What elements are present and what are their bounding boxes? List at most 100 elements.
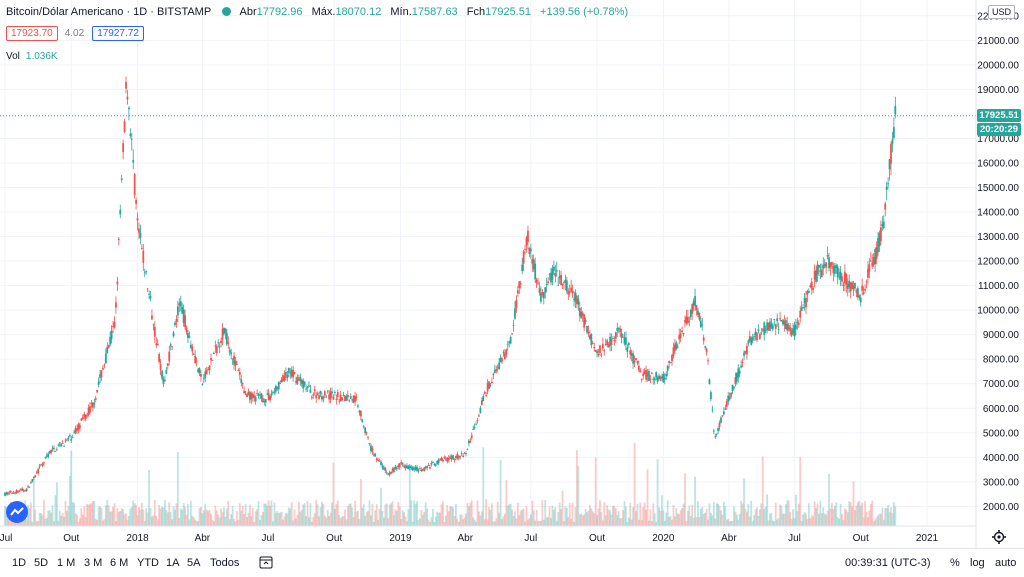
candle-body xyxy=(387,473,390,475)
volume-bar xyxy=(747,504,750,526)
candle-body xyxy=(312,394,315,396)
candle-body xyxy=(257,394,260,396)
candle-body xyxy=(789,327,792,332)
candle-body xyxy=(394,467,397,470)
candle-body xyxy=(263,401,266,403)
candle-body xyxy=(797,322,800,325)
candle-body xyxy=(717,428,720,432)
candle-body xyxy=(9,491,12,493)
volume-bar xyxy=(885,508,888,526)
volume-bar xyxy=(204,503,207,526)
volume-bar xyxy=(545,517,548,526)
candle-body xyxy=(40,464,42,466)
volume-bar xyxy=(274,512,277,526)
volume-bar xyxy=(812,516,815,526)
time-tick-label: Jul xyxy=(0,533,12,544)
settings-icon[interactable] xyxy=(992,530,1006,544)
volume-bar xyxy=(591,511,594,526)
range-1m-button[interactable]: 1 M xyxy=(57,557,76,569)
volume-bar xyxy=(832,509,835,526)
candle-body xyxy=(606,340,609,345)
range-1y-button[interactable]: 1A xyxy=(166,557,180,569)
volume-bar xyxy=(334,508,336,526)
buy-price-button[interactable]: 17927.72 xyxy=(92,26,144,41)
candle-body xyxy=(694,296,696,307)
volume-bar xyxy=(843,508,846,526)
volume-bar xyxy=(449,506,452,526)
candle-body xyxy=(744,350,747,353)
volume-bar xyxy=(424,502,427,526)
range-all-button[interactable]: Todos xyxy=(210,557,240,569)
range-6m-button[interactable]: 6 M xyxy=(110,557,129,569)
candle-body xyxy=(322,396,325,400)
percent-scale-button[interactable]: % xyxy=(950,557,960,569)
candle-body xyxy=(813,270,816,280)
candle-body xyxy=(826,255,829,257)
clock-time[interactable]: 00:39:31 (UTC-3) xyxy=(845,557,931,569)
candle-body xyxy=(627,343,630,346)
candle-body xyxy=(247,391,250,396)
volume-bar xyxy=(354,500,356,526)
symbol-title[interactable]: Bitcoin/Dólar Americano · 1D · BITSTAMP xyxy=(6,6,211,18)
candle-body xyxy=(109,336,112,345)
volume-bar xyxy=(70,450,73,526)
volume-bar xyxy=(453,516,456,526)
currency-button[interactable]: USD xyxy=(988,5,1016,19)
volume-bar xyxy=(613,506,616,526)
candle-body xyxy=(521,264,524,272)
candle-body xyxy=(132,159,135,163)
volume-bar xyxy=(159,508,162,526)
volume-bar xyxy=(727,518,730,526)
auto-scale-button[interactable]: auto xyxy=(995,557,1017,569)
volume-bar xyxy=(286,513,289,526)
range-3m-button[interactable]: 3 M xyxy=(84,557,103,569)
range-1d-button[interactable]: 1D xyxy=(12,557,27,569)
candle-body xyxy=(126,96,129,100)
volume-bar xyxy=(201,513,204,526)
volume-bar xyxy=(94,518,97,526)
candle-body xyxy=(21,488,24,491)
volume-bar xyxy=(100,507,103,526)
volume-bar xyxy=(818,513,820,526)
sell-price-button[interactable]: 17923.70 xyxy=(6,26,58,41)
candle-body xyxy=(609,336,611,346)
candle-body xyxy=(365,432,368,434)
candle-body xyxy=(679,333,682,338)
range-ytd-button[interactable]: YTD xyxy=(137,557,159,569)
price-tick-label: 9000.00 xyxy=(983,330,1020,341)
volume-bar xyxy=(508,504,511,526)
market-status-dot-icon xyxy=(222,7,232,16)
date-range-icon[interactable] xyxy=(259,555,273,572)
candle-body xyxy=(712,430,715,432)
volume-bar xyxy=(695,516,698,526)
range-5y-button[interactable]: 5A xyxy=(187,557,201,569)
price-tick-label: 15000.00 xyxy=(977,183,1019,194)
candle-body xyxy=(576,296,578,305)
volume-bar xyxy=(620,518,623,526)
candle-body xyxy=(691,304,694,314)
log-scale-button[interactable]: log xyxy=(970,557,985,569)
volume-bar xyxy=(462,519,465,526)
candle-body xyxy=(645,369,647,380)
volume-bar xyxy=(495,518,498,526)
candle-body xyxy=(684,320,686,323)
volume-bar xyxy=(355,511,358,526)
volume-bar xyxy=(542,519,545,526)
volume-bar xyxy=(76,514,78,526)
volume-bar xyxy=(699,508,702,526)
volume-bar xyxy=(365,512,368,526)
volume-bar xyxy=(721,514,724,526)
volume-bar xyxy=(816,503,819,526)
candle-body xyxy=(357,405,359,407)
range-5d-button[interactable]: 5D xyxy=(34,557,49,569)
volume-bar xyxy=(215,510,218,526)
candle-body xyxy=(135,199,137,204)
volume-bar xyxy=(221,512,224,526)
volume-bar xyxy=(189,500,192,526)
candle-body xyxy=(792,328,794,334)
candle-body xyxy=(580,311,583,318)
volume-bar xyxy=(750,500,753,526)
volume-bar xyxy=(601,520,604,526)
price-chart[interactable]: 2000.00 3000.00 4000.00 5000.00 6000.00 7000.… xyxy=(0,0,1024,548)
price-tick-label: 5000.00 xyxy=(983,428,1020,439)
